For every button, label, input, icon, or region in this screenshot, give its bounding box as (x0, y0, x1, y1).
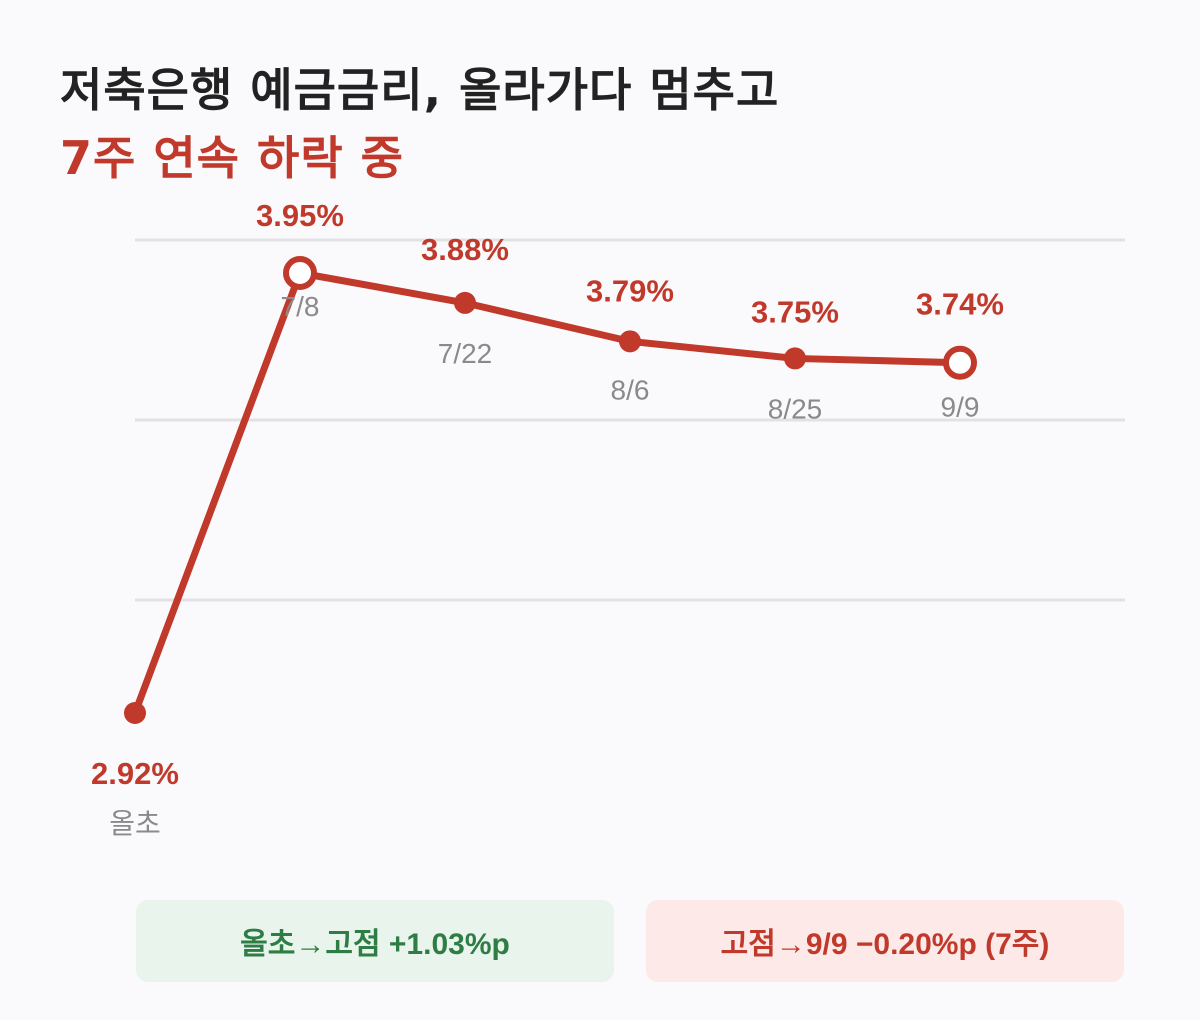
data-label: 3.74% (916, 287, 1004, 322)
rise-summary-badge: 올초→고점 +1.03%p (136, 900, 614, 982)
data-label: 3.79% (586, 273, 674, 308)
data-label: 3.75% (751, 294, 839, 329)
x-tick-label: 7/8 (281, 291, 320, 322)
x-tick-label: 8/6 (611, 374, 650, 405)
data-point (454, 292, 476, 314)
data-label: 2.92% (91, 756, 179, 791)
x-tick-label: 올초 (109, 808, 161, 839)
line-chart: 2.92% 올초 3.95% 7/8 3.88% 7/22 3.79% 8/6 3.75% 8/2… (0, 0, 1200, 880)
data-point (124, 702, 146, 724)
x-tick-label: 9/9 (941, 392, 980, 423)
x-tick-label: 8/25 (768, 393, 823, 424)
data-point (784, 347, 806, 369)
x-tick-label: 7/22 (438, 338, 493, 369)
data-point-highlight (946, 349, 974, 377)
data-point (619, 330, 641, 352)
fall-summary-badge: 고점→9/9 −0.20%p (7주) (646, 900, 1124, 982)
data-point-highlight (286, 259, 314, 287)
series-line (135, 273, 960, 713)
data-label: 3.88% (421, 232, 509, 267)
data-label: 3.95% (256, 198, 344, 233)
